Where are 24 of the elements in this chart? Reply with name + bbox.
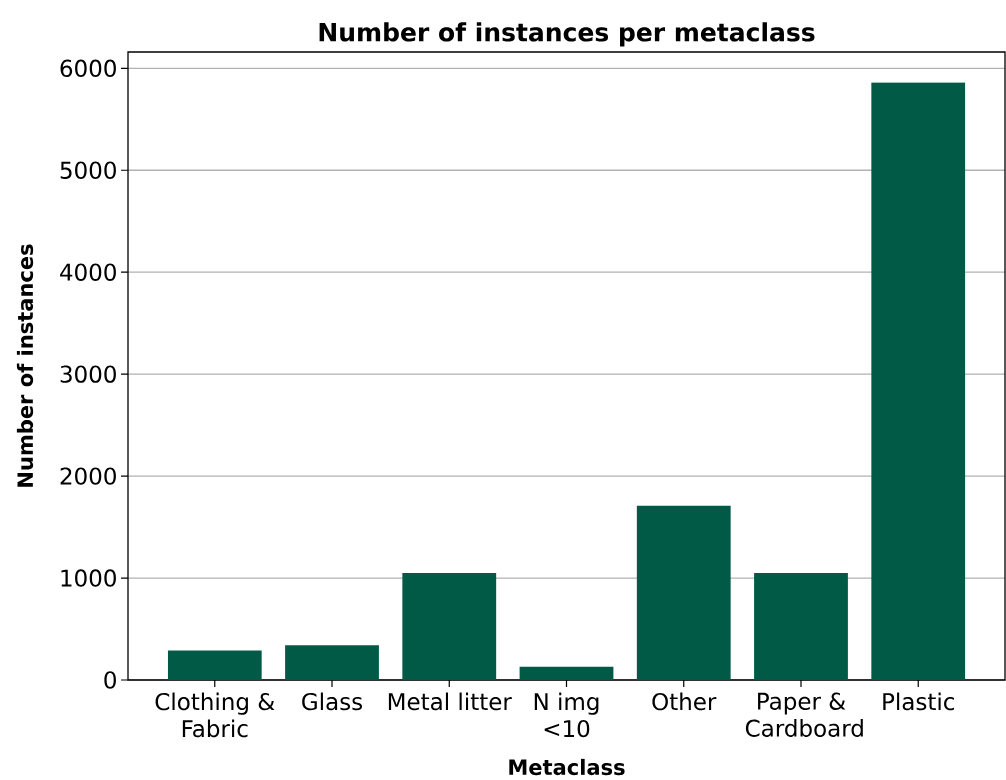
bar <box>871 82 966 680</box>
y-tick-label: 2000 <box>60 467 116 485</box>
y-tick-label: 4000 <box>60 263 116 281</box>
x-tick-label: Metal litter <box>388 692 512 711</box>
chart-title: Number of instances per metaclass <box>319 22 815 47</box>
y-tick-label: 6000 <box>60 59 116 78</box>
bar <box>402 572 497 680</box>
bar <box>754 572 848 680</box>
bar <box>285 645 379 680</box>
y-tick-label: 1000 <box>61 569 116 587</box>
bar <box>519 666 614 680</box>
bar <box>167 650 262 680</box>
y-tick-label: 5000 <box>60 161 116 179</box>
x-tick-label: Glass <box>302 692 363 711</box>
x-axis-title: Metaclass <box>509 758 625 776</box>
x-tick-label: Clothing & Fabric <box>155 692 275 738</box>
x-tick-label: Other <box>652 692 717 711</box>
x-tick-label: Paper & Cardboard <box>745 692 863 737</box>
x-tick-label: N img <10 <box>534 692 599 738</box>
y-tick-label: 3000 <box>60 365 116 383</box>
bar <box>636 505 731 680</box>
y-tick-label: 0 <box>104 671 116 689</box>
x-tick-label: Plastic <box>883 692 955 711</box>
y-axis-title: Number of instances <box>16 244 34 487</box>
